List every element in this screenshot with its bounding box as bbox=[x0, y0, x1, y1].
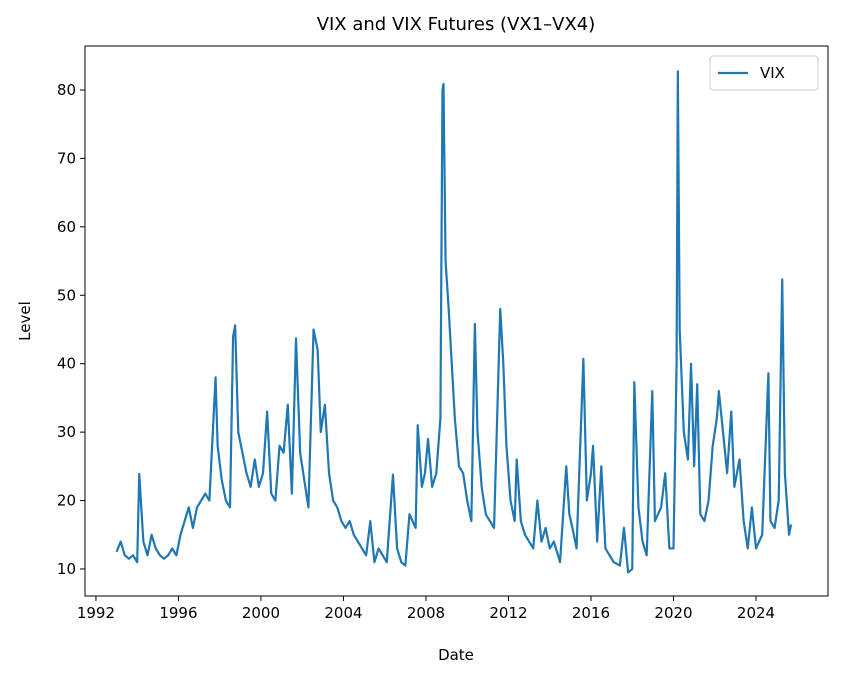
x-tick-label: 2012 bbox=[489, 604, 527, 622]
x-tick-label: 2000 bbox=[242, 604, 280, 622]
x-axis-label: Date bbox=[438, 646, 474, 664]
plot-frame bbox=[84, 45, 829, 597]
y-tick-label: 30 bbox=[57, 423, 76, 441]
y-tick-label: 70 bbox=[57, 149, 76, 167]
chart-title: VIX and VIX Futures (VX1–VX4) bbox=[317, 14, 596, 35]
x-tick-label: 2020 bbox=[654, 604, 692, 622]
y-tick-label: 60 bbox=[57, 218, 76, 236]
y-tick-label: 20 bbox=[57, 492, 76, 510]
y-tick-label: 80 bbox=[57, 81, 76, 99]
legend-label: VIX bbox=[760, 64, 785, 82]
y-tick-label: 40 bbox=[57, 355, 76, 373]
y-axis-label: Level bbox=[16, 301, 34, 341]
x-tick-label: 2024 bbox=[737, 604, 775, 622]
x-tick-label: 1996 bbox=[159, 604, 197, 622]
x-tick-label: 1992 bbox=[77, 604, 115, 622]
x-tick-label: 2016 bbox=[572, 604, 610, 622]
x-tick-label: 2008 bbox=[407, 604, 445, 622]
y-tick-label: 10 bbox=[57, 560, 76, 578]
x-tick-label: 2004 bbox=[324, 604, 362, 622]
line bbox=[115, 70, 793, 574]
y-tick-label: 50 bbox=[57, 286, 76, 304]
legend-box bbox=[709, 55, 819, 91]
